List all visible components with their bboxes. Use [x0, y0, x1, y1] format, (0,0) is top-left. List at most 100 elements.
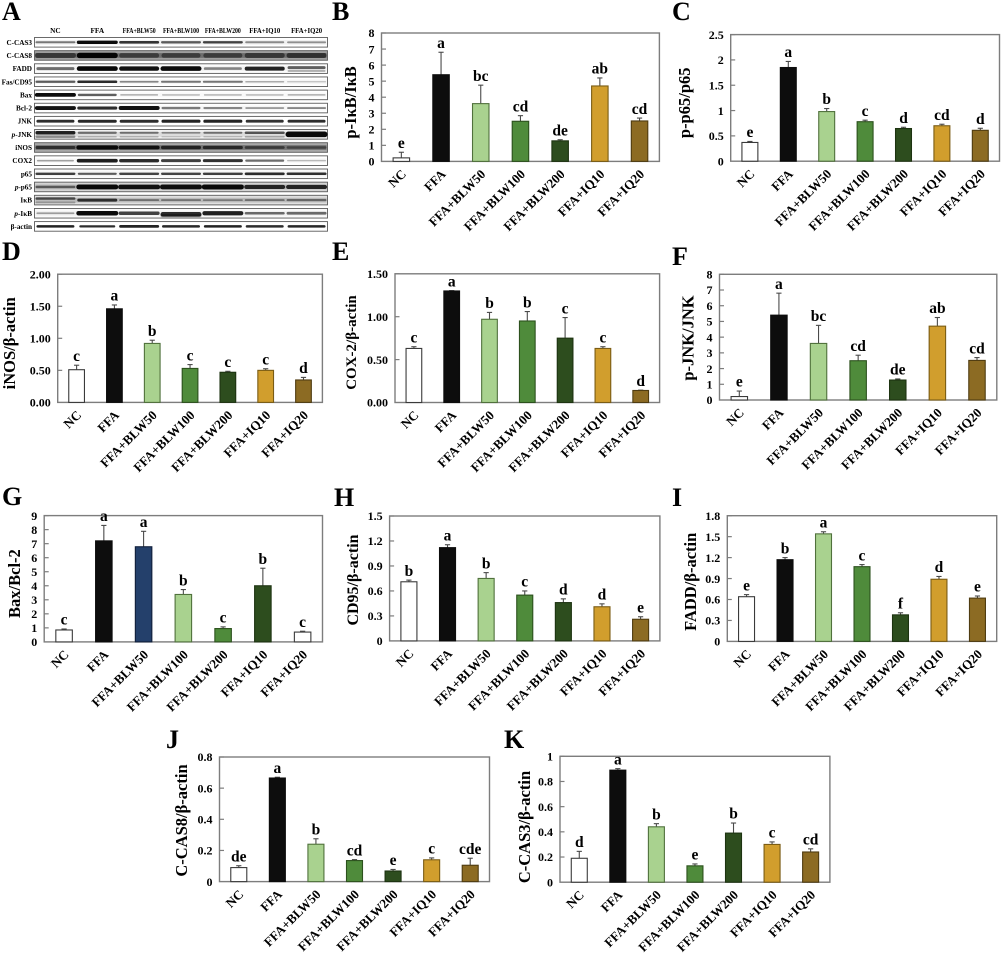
svg-text:c: c — [562, 300, 569, 317]
svg-text:1.5: 1.5 — [709, 78, 724, 92]
svg-text:IκB: IκB — [20, 197, 32, 205]
svg-text:8: 8 — [707, 268, 713, 282]
svg-text:b: b — [485, 295, 494, 312]
svg-text:1: 1 — [718, 104, 724, 118]
svg-text:FFA+BLW50: FFA+BLW50 — [123, 26, 156, 35]
svg-text:1.50: 1.50 — [367, 267, 388, 281]
svg-text:e: e — [398, 135, 405, 152]
svg-text:p-IκB: p-IκB — [13, 210, 32, 218]
svg-text:7: 7 — [31, 537, 37, 551]
svg-text:a: a — [273, 760, 281, 777]
svg-text:e: e — [743, 577, 750, 594]
svg-text:0.00: 0.00 — [367, 396, 388, 410]
svg-text:2: 2 — [707, 362, 713, 376]
svg-text:p-p65: p-p65 — [14, 183, 33, 191]
svg-text:1.00: 1.00 — [367, 310, 388, 324]
svg-text:A: A — [2, 0, 21, 26]
svg-text:6: 6 — [707, 299, 713, 313]
svg-text:e: e — [390, 852, 397, 869]
svg-text:a: a — [775, 276, 783, 293]
svg-text:c: c — [220, 610, 227, 627]
svg-text:COX-2/β-actin: COX-2/β-actin — [344, 295, 360, 390]
svg-text:5: 5 — [369, 74, 375, 88]
svg-text:H: H — [334, 483, 354, 512]
svg-text:e: e — [736, 374, 743, 391]
svg-text:β-actin: β-actin — [11, 223, 32, 231]
svg-text:a: a — [614, 751, 622, 768]
svg-text:Bax/Bcl-2: Bax/Bcl-2 — [5, 549, 24, 618]
svg-text:0: 0 — [377, 634, 383, 648]
svg-text:b: b — [405, 563, 414, 580]
svg-text:f: f — [898, 595, 904, 612]
svg-text:a: a — [437, 35, 445, 52]
svg-text:c: c — [428, 841, 435, 858]
svg-text:0.50: 0.50 — [30, 364, 51, 378]
svg-text:cd: cd — [850, 338, 866, 355]
svg-text:cd: cd — [632, 101, 648, 118]
svg-text:0: 0 — [207, 875, 213, 889]
svg-text:a: a — [140, 514, 148, 531]
svg-text:d: d — [559, 582, 568, 599]
svg-text:cd: cd — [347, 842, 363, 859]
svg-text:B: B — [332, 0, 349, 26]
svg-text:c: c — [859, 547, 866, 564]
svg-text:J: J — [166, 725, 179, 754]
svg-text:C-CAS3: C-CAS3 — [6, 39, 32, 47]
svg-text:6: 6 — [369, 58, 375, 72]
svg-text:de: de — [552, 122, 568, 139]
svg-text:F: F — [672, 242, 688, 271]
svg-text:bc: bc — [811, 308, 827, 325]
svg-text:0.00: 0.00 — [30, 396, 51, 410]
svg-text:0: 0 — [707, 393, 713, 407]
svg-text:b: b — [179, 572, 188, 589]
svg-text:b: b — [312, 821, 321, 838]
svg-text:C: C — [672, 0, 691, 26]
svg-text:1.2: 1.2 — [705, 551, 720, 565]
svg-text:1.2: 1.2 — [368, 534, 383, 548]
svg-text:c: c — [73, 348, 80, 365]
svg-text:a: a — [100, 508, 108, 525]
svg-text:d: d — [636, 373, 645, 390]
svg-text:0.9: 0.9 — [705, 572, 720, 586]
svg-text:2: 2 — [31, 607, 37, 621]
svg-text:b: b — [482, 555, 491, 572]
svg-text:0.2: 0.2 — [538, 850, 553, 864]
svg-text:FADD: FADD — [13, 65, 32, 73]
svg-text:4: 4 — [707, 330, 713, 344]
svg-text:ab: ab — [929, 300, 945, 317]
svg-text:0.6: 0.6 — [368, 584, 383, 598]
svg-text:3: 3 — [369, 106, 375, 120]
svg-text:bc: bc — [473, 68, 489, 85]
svg-text:FFA+BLW200: FFA+BLW200 — [205, 26, 241, 35]
svg-text:d: d — [935, 559, 944, 576]
svg-text:0: 0 — [714, 635, 720, 649]
svg-text:0: 0 — [369, 155, 375, 169]
svg-text:4: 4 — [31, 579, 37, 593]
svg-text:b: b — [781, 540, 790, 557]
svg-text:d: d — [976, 111, 985, 128]
svg-text:e: e — [974, 579, 981, 596]
svg-text:1.5: 1.5 — [368, 509, 383, 523]
svg-text:C-CAS3/β-actin: C-CAS3/β-actin — [515, 771, 534, 883]
svg-text:a: a — [448, 273, 456, 290]
svg-text:1.5: 1.5 — [705, 530, 720, 544]
svg-text:a: a — [820, 514, 828, 531]
svg-text:0.4: 0.4 — [198, 813, 213, 827]
svg-text:d: d — [299, 360, 308, 377]
svg-text:Fas/CD95: Fas/CD95 — [2, 78, 33, 86]
svg-text:9: 9 — [31, 509, 37, 523]
svg-text:p65: p65 — [21, 170, 33, 178]
svg-text:6: 6 — [31, 551, 37, 565]
svg-text:b: b — [523, 294, 532, 311]
svg-text:5: 5 — [707, 315, 713, 329]
svg-text:e: e — [637, 599, 644, 616]
svg-text:0: 0 — [31, 635, 37, 649]
svg-text:2.00: 2.00 — [30, 267, 51, 281]
svg-text:c: c — [599, 329, 606, 346]
svg-text:0.3: 0.3 — [368, 609, 383, 623]
svg-text:d: d — [575, 834, 584, 851]
svg-text:c: c — [299, 614, 306, 631]
svg-text:1.8: 1.8 — [705, 509, 720, 523]
svg-text:iNOS: iNOS — [15, 144, 32, 152]
svg-text:c: c — [521, 574, 528, 591]
